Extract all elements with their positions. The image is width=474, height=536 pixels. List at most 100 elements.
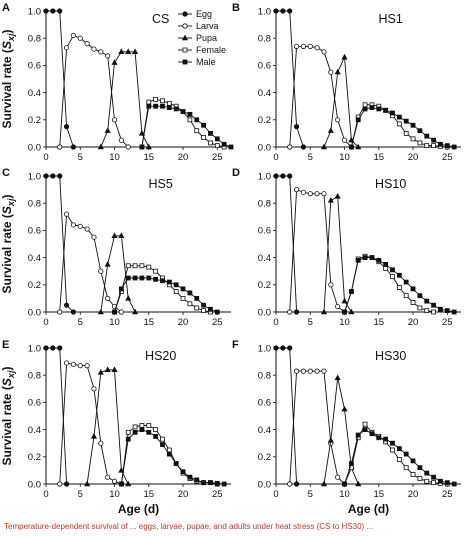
x-tick-label: 15 — [373, 152, 384, 163]
data-point — [194, 305, 200, 311]
data-point — [77, 223, 83, 229]
series-line — [59, 212, 122, 313]
data-point — [132, 424, 138, 430]
data-point — [160, 442, 165, 447]
y-tick-label: 0.8 — [258, 34, 271, 45]
y-tick-label: 0.0 — [28, 479, 41, 490]
panel-title: HS10 — [375, 177, 406, 191]
series-line — [344, 423, 448, 485]
data-point — [166, 447, 172, 453]
data-point — [376, 435, 382, 441]
data-point — [125, 263, 131, 269]
data-point — [214, 136, 220, 142]
x-tick-label: 5 — [308, 489, 313, 500]
x-tick-label: 15 — [373, 317, 384, 328]
data-point — [451, 309, 457, 315]
y-axis-label: Survival rate (Sxj) — [0, 195, 16, 294]
x-tick-label: 20 — [408, 489, 419, 500]
data-point — [208, 140, 213, 146]
data-point — [327, 197, 334, 203]
legend-marker — [182, 11, 188, 17]
y-tick-label: 0.0 — [28, 142, 41, 153]
data-point — [431, 309, 436, 315]
y-tick-label: 0.2 — [258, 115, 271, 126]
data-point — [307, 191, 313, 197]
x-tick-label: 5 — [308, 152, 313, 163]
data-point — [341, 297, 348, 304]
x-tick-label: 15 — [373, 489, 384, 500]
data-point — [57, 144, 63, 150]
panel-f: 0.0 0.2 0.4 0.6 0.8 1.0 0 5 10 15 20 25 F HS30 Age (d) — [232, 339, 461, 516]
data-point — [417, 465, 423, 471]
data-point — [180, 295, 186, 301]
data-point — [84, 363, 90, 369]
data-point — [125, 294, 132, 301]
data-point — [125, 275, 131, 281]
data-point — [153, 268, 159, 274]
data-point — [293, 309, 300, 315]
x-tick-label: 15 — [143, 152, 154, 163]
data-point — [300, 144, 307, 150]
y-tick-label: 0.2 — [28, 280, 41, 291]
data-point — [280, 173, 286, 179]
data-point — [125, 144, 131, 150]
data-point — [180, 469, 186, 475]
x-tick-label: 5 — [308, 317, 313, 328]
data-point — [307, 368, 313, 374]
series-larva — [57, 32, 131, 150]
data-point — [77, 35, 83, 41]
legend-label-female: Female — [196, 45, 226, 55]
y-tick-label: 1.0 — [28, 343, 41, 354]
data-point — [201, 480, 206, 486]
data-point — [91, 46, 97, 52]
data-point — [321, 191, 327, 197]
x-axis-label: Age (d) — [118, 502, 159, 516]
legend: Egg Larva Pupa Female Male — [178, 9, 226, 67]
panel-title: HS5 — [149, 177, 173, 191]
data-point — [396, 121, 402, 127]
series-male — [342, 255, 457, 315]
data-point — [390, 274, 395, 280]
data-point — [424, 143, 430, 149]
y-tick-label: 0.0 — [258, 142, 271, 153]
data-point — [118, 48, 125, 54]
data-point — [132, 48, 139, 54]
series-male — [118, 427, 227, 487]
data-point — [314, 45, 320, 51]
data-point — [403, 118, 409, 124]
data-point — [111, 478, 118, 484]
data-point — [125, 436, 131, 442]
data-point — [160, 103, 165, 109]
x-tick-label: 20 — [408, 317, 419, 328]
data-point — [214, 480, 220, 486]
data-point — [341, 405, 348, 412]
data-point — [125, 48, 132, 54]
series-egg — [43, 345, 70, 487]
series-egg — [273, 345, 300, 487]
data-point — [335, 474, 341, 480]
data-point — [273, 173, 279, 179]
data-point — [383, 436, 389, 442]
legend-label-pupa: Pupa — [196, 33, 217, 43]
y-tick-label: 0.0 — [258, 479, 271, 490]
data-point — [180, 286, 186, 292]
x-tick-label: 5 — [78, 152, 83, 163]
data-point — [90, 432, 98, 439]
series-male — [348, 105, 457, 150]
data-point — [342, 481, 347, 487]
data-point — [390, 110, 395, 116]
data-point — [293, 43, 300, 49]
data-point — [160, 436, 165, 442]
data-point — [417, 293, 423, 299]
panel-c: 0.0 0.2 0.4 0.6 0.8 1.0 0 5 10 15 20 25 C HS5 Survival… — [0, 167, 231, 328]
data-point — [194, 128, 200, 134]
legend-label-larva: Larva — [196, 21, 219, 31]
panel-e: 0.0 0.2 0.4 0.6 0.8 1.0 0 5 10 15 20 25 E HS20 Surviva… — [0, 339, 231, 516]
y-tick-label: 0.6 — [258, 226, 271, 237]
data-point — [111, 59, 118, 65]
x-tick-label: 0 — [43, 489, 48, 500]
series-larva — [287, 187, 348, 315]
data-point — [431, 474, 436, 480]
series-egg — [43, 8, 77, 150]
data-point — [287, 173, 293, 179]
